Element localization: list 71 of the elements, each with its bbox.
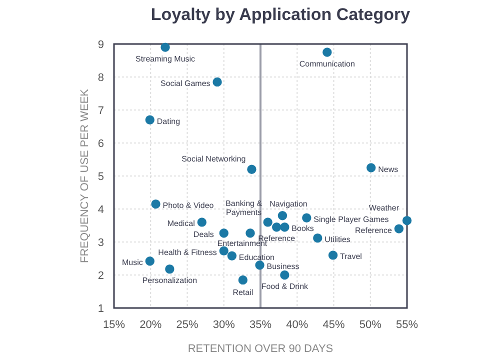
point [280,270,290,280]
annotation: Health & Fitness [158,248,217,257]
point [278,211,288,220]
annotation: Reference [355,226,392,235]
x-tick-label: 45% [322,319,345,331]
point [238,275,248,285]
annotation: Social Networking [182,154,246,164]
point [280,222,290,232]
x-tick-label: 35% [249,319,272,331]
y-tick-label: 8 [98,72,104,84]
x-tick-label: 30% [212,319,236,331]
point [302,213,312,223]
point [227,251,237,260]
point [272,222,282,232]
point [151,199,160,209]
point [212,77,222,87]
annotation: Photo & Video [162,201,214,210]
point [160,42,170,52]
annotation: Books [292,224,314,234]
y-axis-title: FREQUENCY OF USE PER WEEK [79,88,91,263]
annotation: Weather [368,204,400,213]
point [145,256,154,266]
annotation: Travel [340,252,362,262]
x-axis-title: RETENTION OVER 90 DAYS [188,343,334,355]
point [366,163,376,172]
annotation: Music [122,258,143,268]
point [328,250,338,260]
point [263,218,272,227]
chart-title: Loyalty by Application Category [150,5,411,24]
y-tick-label: 4 [98,204,104,216]
annotation: Communication [299,59,355,68]
y-tick-label: 6 [98,138,104,150]
y-tick-label: 3 [98,237,104,249]
x-tick-label: 15% [102,319,126,331]
annotation: Navigation [270,200,308,209]
annotation: Business [266,262,300,272]
y-tick-label: 7 [98,105,104,117]
annotation: Personalization [142,276,198,286]
point [313,233,322,243]
point [255,260,264,270]
annotation: Single Player Games [314,214,389,224]
x-tick-label: 25% [176,319,198,331]
annotation: Streaming Music [135,54,196,64]
point [246,228,255,238]
y-tick-label: 2 [98,270,104,282]
y-tick-label: 5 [98,171,104,183]
x-tick-label: 55% [396,319,418,331]
annotation: Retail [232,288,254,297]
annotation: Education [238,252,275,262]
x-tick-label: 50% [359,319,382,331]
y-tick-label: 9 [98,39,104,51]
point [219,228,228,238]
annotation: Food & Drink [261,282,310,291]
annotation: Medical [167,219,196,228]
y-tick-label: 1 [98,303,104,315]
annotation: Deals [193,230,214,240]
point [219,246,228,256]
annotation: Dating [156,116,180,126]
annotation: Utilities [324,235,350,244]
annotation: News [378,164,398,174]
point [145,115,154,124]
point [197,218,206,227]
point [322,48,332,57]
point [402,216,412,226]
x-tick-label: 20% [140,319,162,331]
point [165,264,174,274]
annotation: Social Games [160,78,210,88]
x-tick-label: 40% [286,319,308,331]
point [394,224,404,234]
annotation: Banking & Payments [226,199,263,218]
point [247,164,256,174]
